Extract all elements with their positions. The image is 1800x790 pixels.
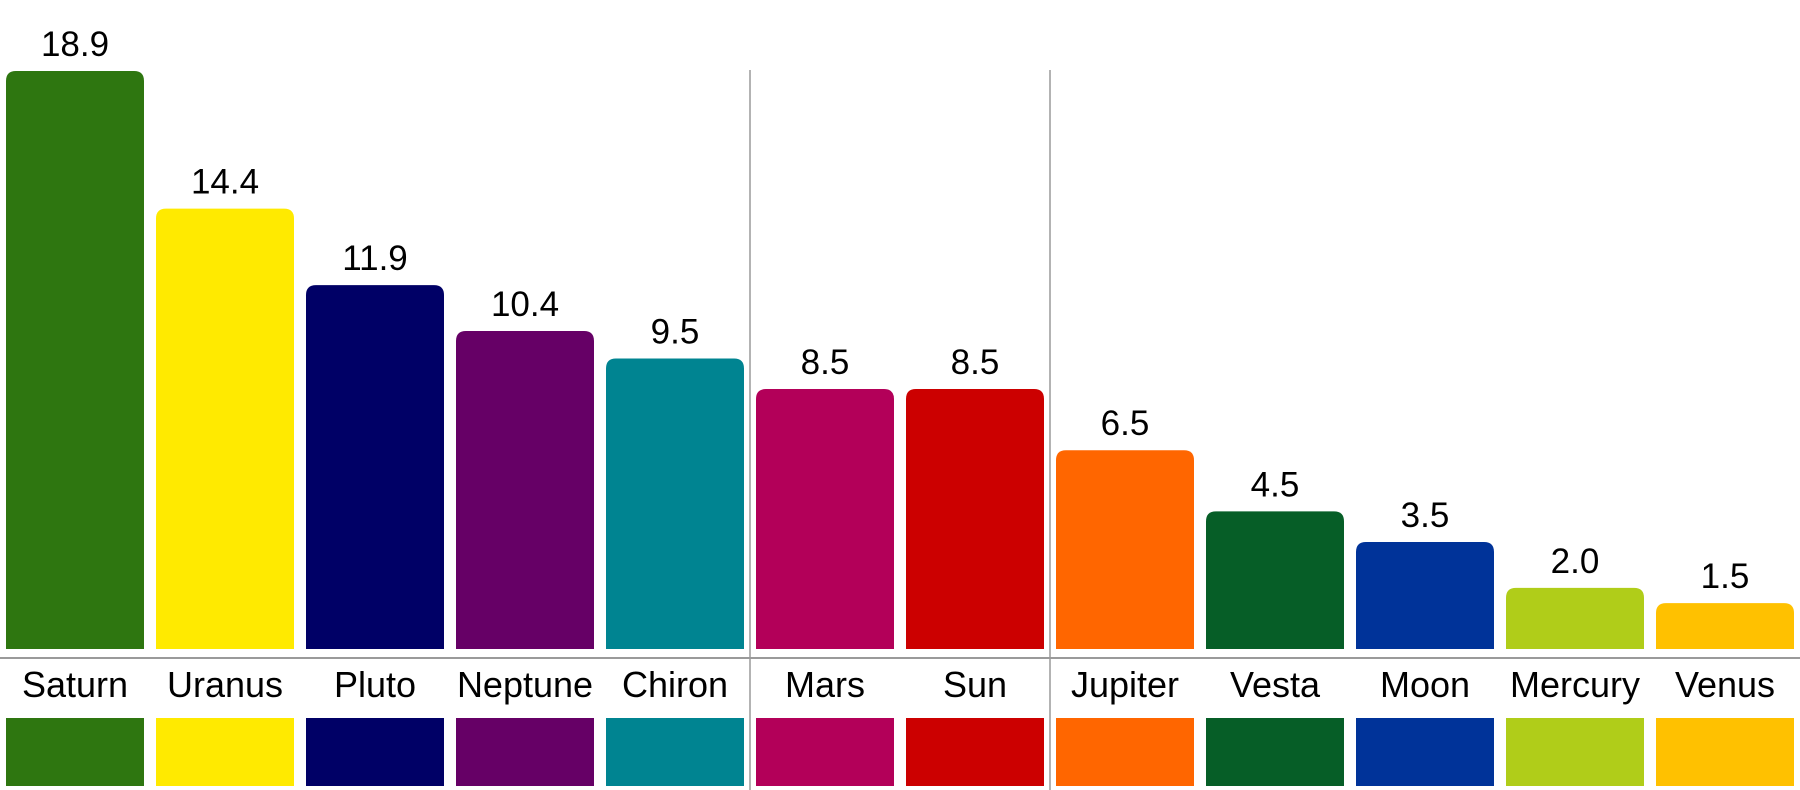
swatch-mars <box>756 718 894 786</box>
swatch-mercury <box>1506 718 1644 786</box>
category-label-mars: Mars <box>785 664 865 705</box>
category-labels: Saturn Uranus Pluto Neptune Chiron Mars Sun Jup… <box>22 664 1775 705</box>
bar-mercury <box>1506 587 1644 649</box>
bar-uranus <box>156 208 294 649</box>
value-label-moon: 3.5 <box>1401 496 1450 535</box>
value-label-mercury: 2.0 <box>1551 542 1600 581</box>
value-label-chiron: 9.5 <box>651 312 700 351</box>
value-label-vesta: 4.5 <box>1251 465 1300 504</box>
swatch-sun <box>906 718 1044 786</box>
swatch-jupiter <box>1056 718 1194 786</box>
category-label-uranus: Uranus <box>167 664 283 705</box>
value-label-uranus: 14.4 <box>191 163 259 202</box>
bar-sun <box>906 389 1044 649</box>
category-label-vesta: Vesta <box>1230 664 1321 705</box>
value-label-jupiter: 6.5 <box>1101 404 1150 443</box>
swatch-neptune <box>456 718 594 786</box>
color-swatches <box>6 718 1794 786</box>
group-separators <box>0 70 1800 790</box>
swatch-pluto <box>306 718 444 786</box>
bar-pluto <box>306 285 444 649</box>
value-labels: 18.9 14.4 11.9 10.4 9.5 8.5 8.5 6.5 4.5 3.5 2.0 1.5 <box>41 25 1749 596</box>
bar-moon <box>1356 541 1494 649</box>
swatch-venus <box>1656 718 1794 786</box>
category-label-sun: Sun <box>943 664 1007 705</box>
category-label-mercury: Mercury <box>1510 664 1640 705</box>
category-label-pluto: Pluto <box>334 664 416 705</box>
bar-saturn <box>6 71 144 649</box>
bar-vesta <box>1206 511 1344 649</box>
bar-venus <box>1656 603 1794 649</box>
bars <box>6 71 1794 649</box>
value-label-mars: 8.5 <box>801 343 850 382</box>
value-label-sun: 8.5 <box>951 343 1000 382</box>
category-label-jupiter: Jupiter <box>1071 664 1179 705</box>
value-label-neptune: 10.4 <box>491 285 559 324</box>
category-label-neptune: Neptune <box>457 664 593 705</box>
category-label-chiron: Chiron <box>622 664 728 705</box>
category-label-saturn: Saturn <box>22 664 128 705</box>
swatch-moon <box>1356 718 1494 786</box>
category-label-moon: Moon <box>1380 664 1470 705</box>
value-label-venus: 1.5 <box>1701 557 1750 596</box>
bar-chiron <box>606 358 744 649</box>
category-label-venus: Venus <box>1675 664 1775 705</box>
swatch-vesta <box>1206 718 1344 786</box>
swatch-chiron <box>606 718 744 786</box>
value-label-saturn: 18.9 <box>41 25 109 64</box>
swatch-uranus <box>156 718 294 786</box>
value-label-pluto: 11.9 <box>342 239 408 278</box>
swatch-saturn <box>6 718 144 786</box>
bar-neptune <box>456 330 594 649</box>
bar-mars <box>756 389 894 649</box>
bar-jupiter <box>1056 450 1194 649</box>
